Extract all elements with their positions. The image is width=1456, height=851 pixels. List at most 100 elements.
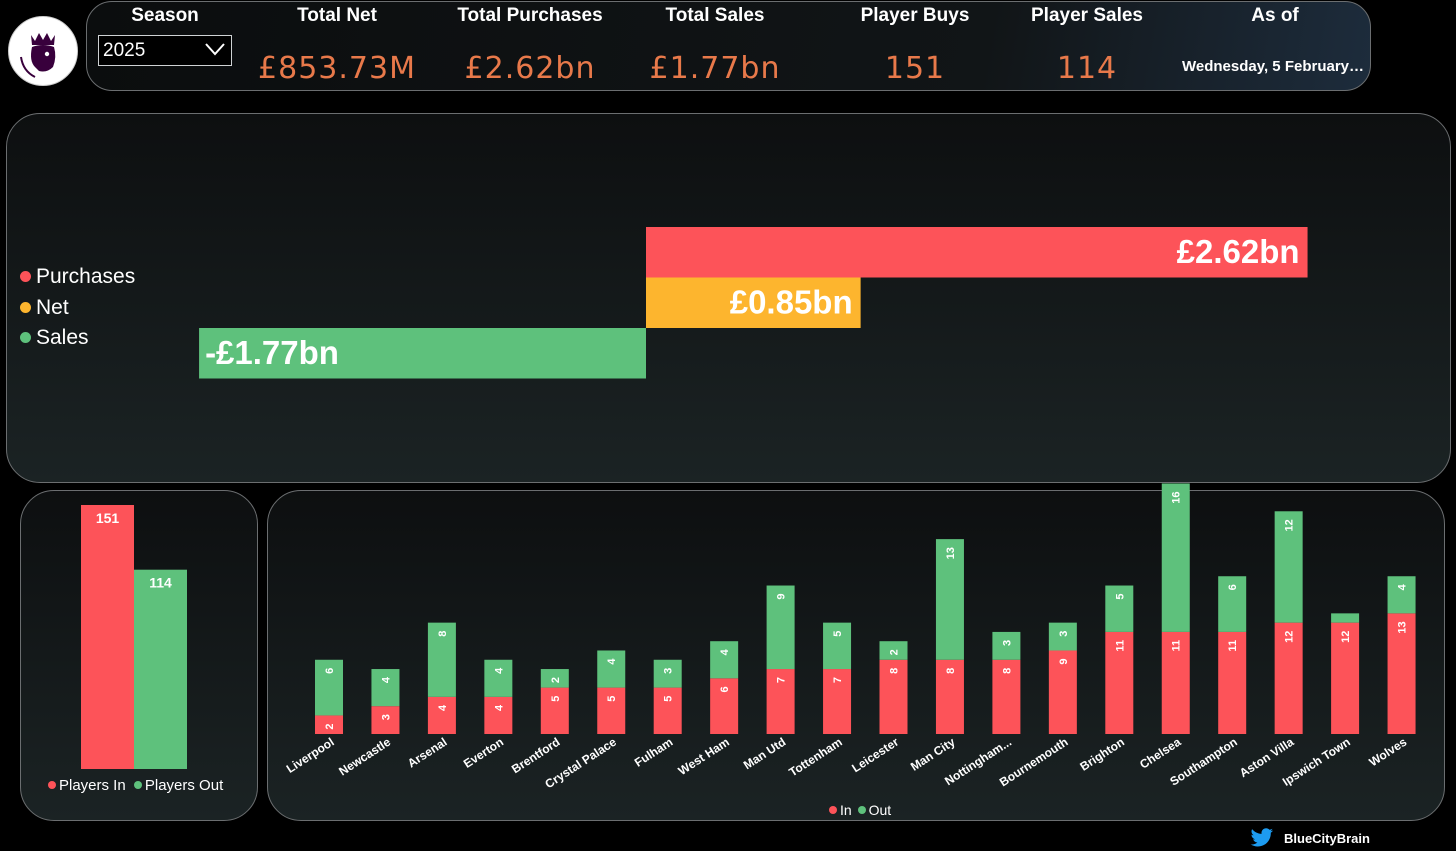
season-selected-value: 2025 (103, 40, 146, 61)
bar-label-sales: -£1.77bn (205, 334, 339, 371)
bar-out-nottingham (992, 631, 1021, 660)
twitter-handle: BlueCityBrain (1284, 831, 1370, 846)
category-label: Newcastle (336, 735, 393, 779)
kpi-title: Player Sales (1031, 5, 1143, 26)
bar-value-label: 151 (96, 510, 120, 526)
category-label: Man Utd (741, 735, 788, 773)
bar-out-newcastle (371, 669, 400, 707)
category-label: Wolves (1367, 735, 1410, 770)
legend-dot (20, 301, 31, 313)
bar-value-out: 12 (1284, 519, 1296, 531)
bar-in-man-utd (766, 669, 795, 734)
legend-dot-out (133, 781, 142, 789)
bar-in-liverpool (315, 715, 343, 734)
bar-value-in: 12 (1340, 631, 1352, 643)
bar-value-out: 8 (437, 631, 449, 637)
bar-out-man-city (935, 539, 964, 660)
bar-out-leicester (879, 641, 908, 660)
bar-label-purchases: £2.62bn (1177, 233, 1300, 270)
bar-sales (199, 328, 646, 379)
bar-value-in: 11 (1171, 640, 1183, 652)
club-legend: In Out (829, 802, 891, 818)
bar-value-out: 16 (1171, 491, 1183, 503)
category-label: Fulham (632, 735, 675, 770)
bar-out-tottenham (823, 622, 852, 670)
bar-in-southampton (1218, 631, 1247, 734)
kpi-value: £853.73M (258, 51, 416, 86)
bar-value-out: 4 (493, 667, 505, 674)
bar-in-aston-villa (1274, 622, 1303, 734)
kpi-value: 114 (1056, 51, 1118, 86)
legend-dot-out (857, 806, 866, 814)
bar-out-liverpool (315, 659, 343, 716)
legend-item-sales: Sales (20, 326, 89, 350)
bar-value-in: 7 (832, 677, 844, 683)
bar-out-everton (484, 659, 513, 697)
bar-out-ipswich-town (1331, 613, 1360, 623)
kpi-title: As of (1251, 5, 1299, 26)
chevron-down-icon (205, 43, 225, 56)
bar-in-wolves (1387, 613, 1416, 734)
bar-players-in (81, 505, 134, 769)
bar-value-in: 8 (889, 668, 901, 674)
premier-league-logo (8, 16, 78, 86)
bar-value-out: 3 (1001, 640, 1013, 646)
bar-out-chelsea (1161, 483, 1190, 632)
legend-label: Purchases (36, 265, 136, 288)
bar-value-out: 13 (945, 547, 957, 559)
bar-out-arsenal (427, 622, 456, 697)
bar-value-in: 8 (945, 668, 957, 674)
category-label: Liverpool (284, 735, 337, 776)
bar-value-out: 6 (1227, 584, 1239, 590)
bar-in-arsenal (427, 696, 456, 734)
bar-value-out: 4 (1397, 583, 1409, 590)
bar-value-in: 2 (324, 723, 336, 729)
bar-value-out: 3 (1058, 631, 1070, 637)
legend-dot (20, 271, 31, 282)
bar-in-west-ham (710, 678, 739, 734)
bar-net (646, 277, 861, 328)
players-in-out-chart: 151 114 (81, 505, 187, 769)
bar-value-in: 13 (1397, 621, 1409, 633)
bar-value-in: 5 (606, 696, 618, 702)
bar-in-crystal-palace (597, 687, 626, 734)
kpi-title: Total Sales (665, 5, 765, 26)
bar-out-brighton (1105, 585, 1134, 632)
bar-label-net: £0.85bn (730, 284, 853, 321)
twitter-bird-icon (1250, 828, 1274, 847)
bar-value-in: 9 (1058, 658, 1070, 664)
legend-dot-in (48, 781, 56, 789)
bar-value-out: 6 (324, 668, 336, 674)
bar-players-out (134, 569, 187, 769)
bar-in-brighton (1105, 631, 1134, 734)
legend-label: Net (36, 295, 69, 319)
kpi-value: £2.62bn (464, 51, 596, 86)
bar-value-out: 5 (1114, 594, 1126, 600)
bar-in-man-city (935, 659, 964, 734)
bar-out-wolves (1387, 576, 1416, 614)
bar-value-in: 3 (380, 714, 392, 720)
bar-value-out: 4 (380, 676, 392, 683)
legend-label-in: In (840, 802, 852, 818)
bar-value-out: 5 (832, 631, 844, 637)
totals-bar-chart: £2.62bn £0.85bn -£1.77bn (199, 227, 1308, 379)
bar-value-out: 9 (776, 594, 788, 600)
kpi-title: Total Net (297, 5, 377, 26)
bar-value-out: 2 (550, 677, 562, 683)
legend-item-purchases: Purchases (20, 265, 135, 289)
category-label: Everton (461, 735, 506, 771)
bar-value-in: 5 (550, 696, 562, 702)
bar-value-in: 4 (493, 704, 505, 711)
bar-in-tottenham (823, 669, 852, 734)
category-label: Brentford (509, 735, 562, 777)
kpi-title: Total Purchases (457, 5, 603, 26)
season-dropdown[interactable]: 2025 (98, 35, 232, 66)
club-transfers-panel (267, 490, 1445, 821)
bar-value-label: 114 (149, 575, 172, 591)
bar-out-southampton (1218, 576, 1247, 632)
category-label: Arsenal (405, 735, 450, 771)
bar-value-in: 6 (719, 686, 731, 692)
bar-out-west-ham (710, 641, 739, 679)
category-label: Tottenham (786, 735, 844, 780)
bar-in-fulham (653, 687, 682, 734)
